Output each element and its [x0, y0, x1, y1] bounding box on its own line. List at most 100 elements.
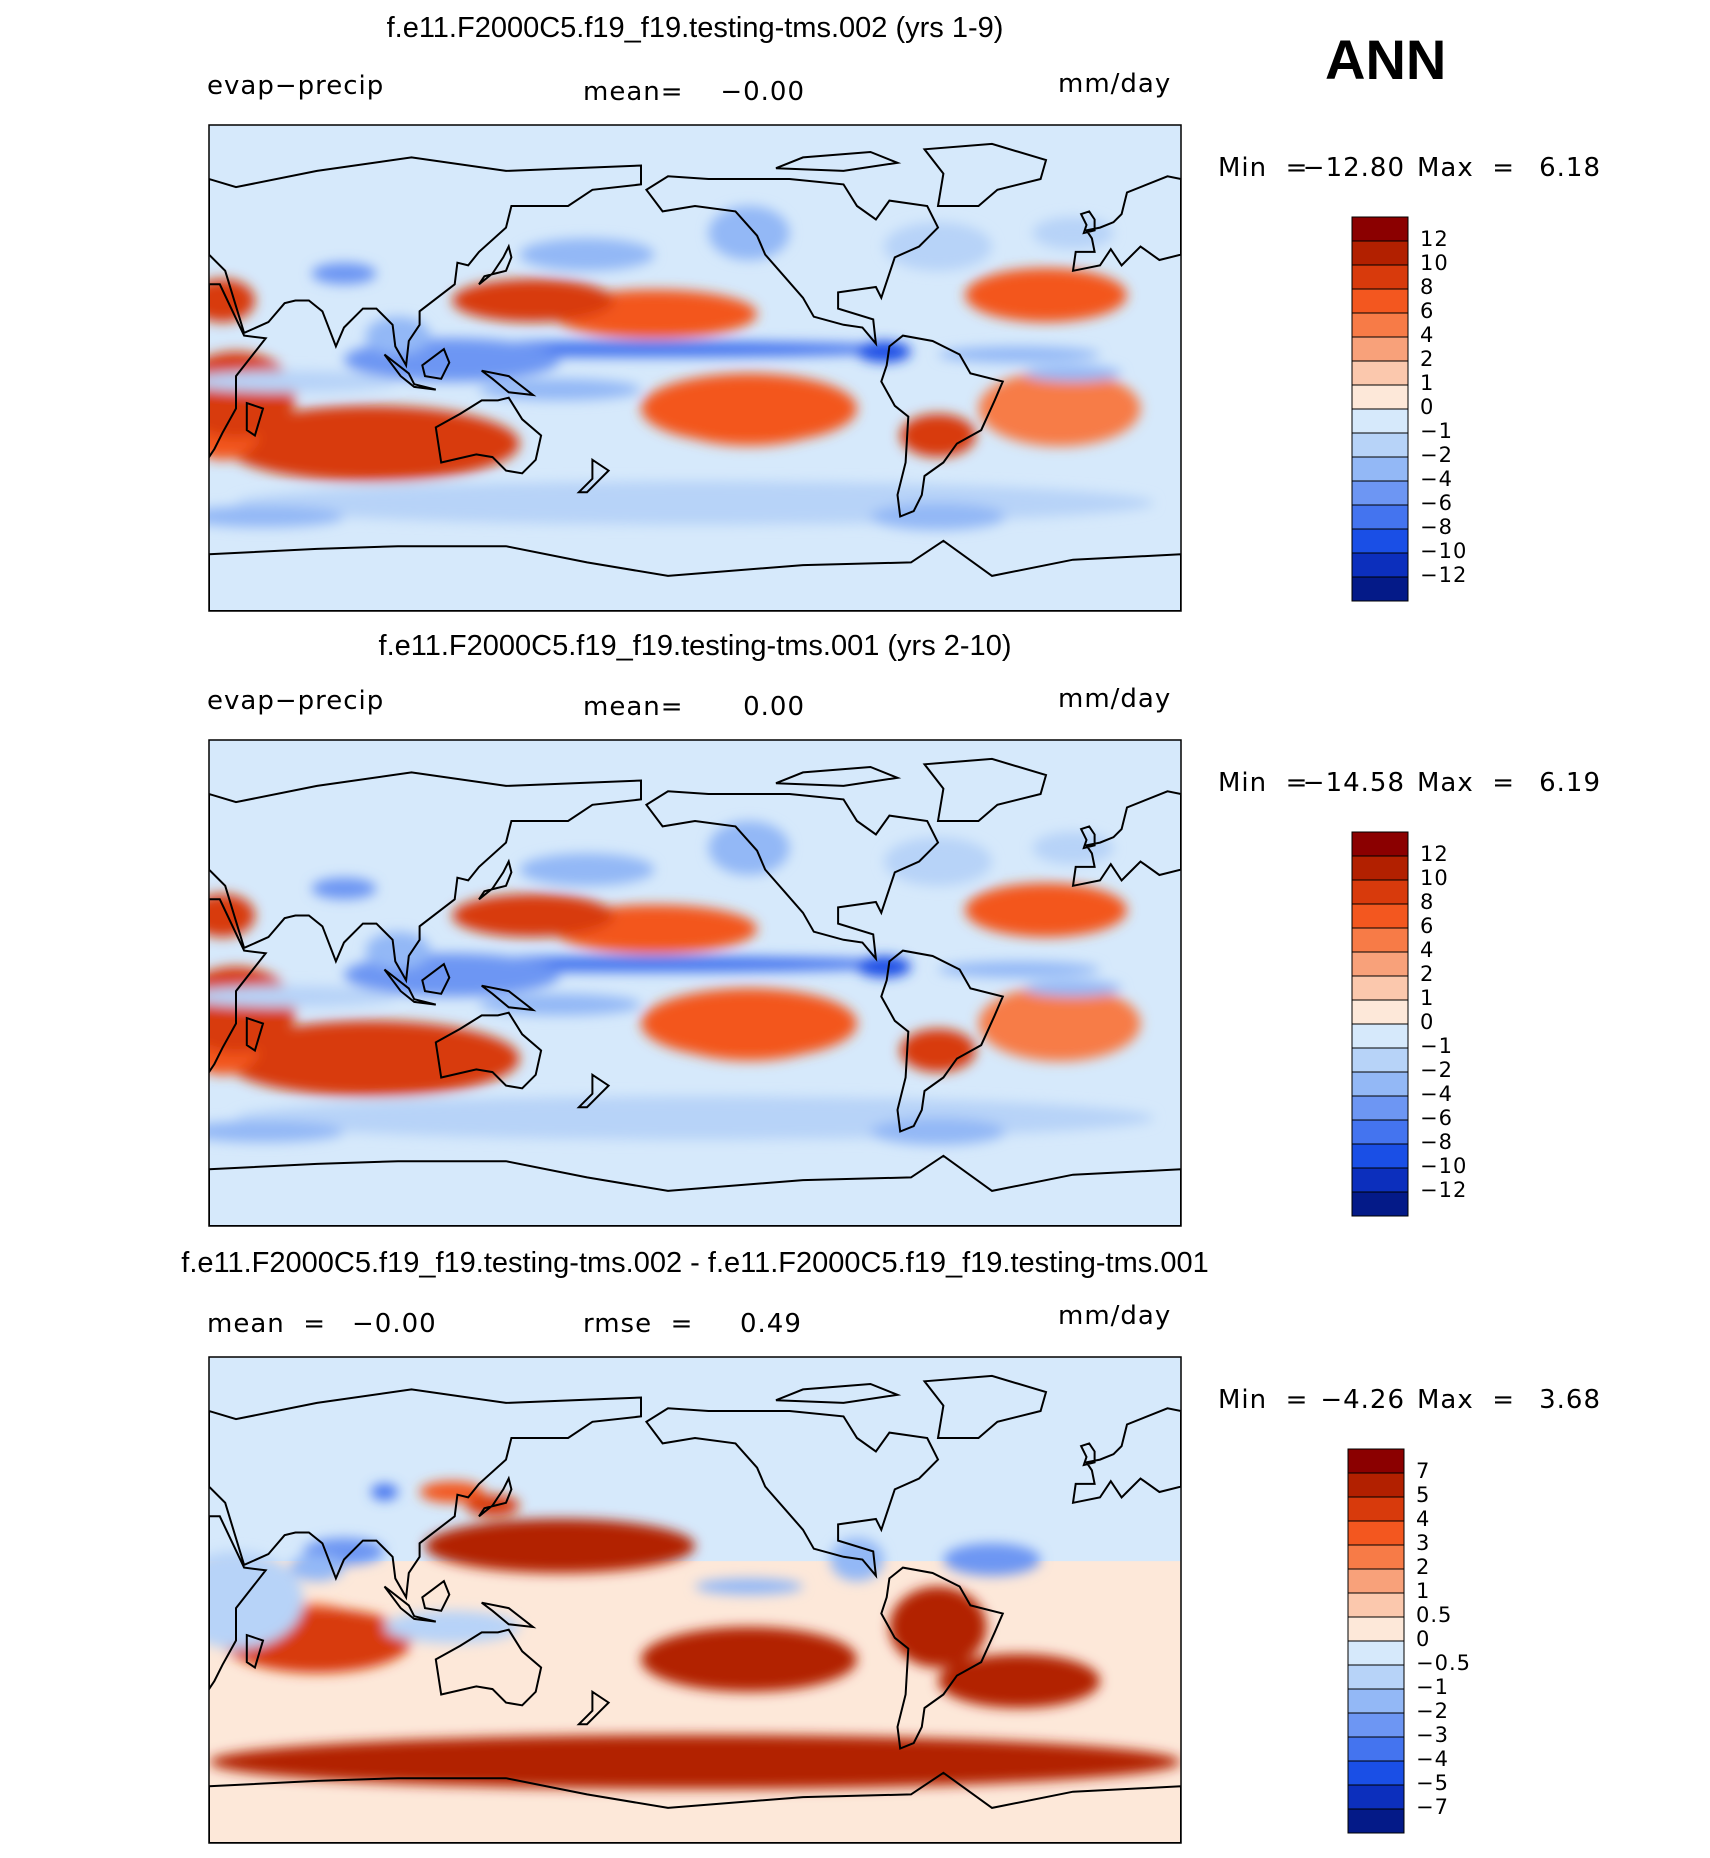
colorbar-swatch	[1351, 831, 1409, 857]
field-blob	[311, 262, 377, 285]
colorbar-tick-label: 2	[1420, 347, 1435, 371]
min-label: Min =	[1218, 1385, 1309, 1415]
colorbar-swatch	[1347, 1688, 1405, 1714]
colorbar-tick-label: 2	[1416, 1555, 1431, 1579]
colorbar-tick-label: −7	[1416, 1795, 1449, 1819]
colorbar-tick-label: 8	[1420, 275, 1435, 299]
field-blob	[209, 1735, 1181, 1789]
max-label: Max =	[1417, 153, 1516, 183]
colorbar-swatch	[1347, 1448, 1405, 1474]
field-blob	[452, 278, 614, 323]
panel-title: f.e11.F2000C5.f19_f19.testing-tms.002 - …	[181, 1247, 1209, 1279]
mean-label: mean=	[583, 692, 684, 722]
field-blob	[371, 1483, 398, 1501]
field-blob	[884, 222, 992, 271]
coastline	[209, 142, 1181, 611]
colorbar-swatch	[1351, 1119, 1409, 1145]
field-blob	[209, 1551, 304, 1649]
colorbar-swatch	[1351, 504, 1409, 530]
colorbar-swatch	[1351, 951, 1409, 977]
field-blob	[938, 1654, 1100, 1708]
colorbar-swatch	[1351, 1071, 1409, 1097]
colorbar-tick-label: −10	[1420, 1154, 1468, 1178]
colorbar-tick-label: 12	[1420, 842, 1449, 866]
min-value: −14.58	[1302, 768, 1405, 798]
field-blob	[311, 877, 377, 900]
colorbar-tick-label: −12	[1420, 1178, 1468, 1202]
colorbar-swatch	[1351, 1023, 1409, 1049]
colorbar-tick-label: −0.5	[1416, 1651, 1471, 1675]
units-label: mm/day	[1058, 1301, 1172, 1331]
coastline	[209, 757, 1181, 1226]
colorbar-swatch	[1351, 1191, 1409, 1217]
field-blob	[870, 503, 1006, 530]
field-blob	[1024, 980, 1122, 997]
season-label: ANN	[1325, 28, 1447, 91]
colorbar-swatch	[1351, 432, 1409, 458]
colorbar-tick-label: 4	[1420, 323, 1435, 347]
colorbar-swatch	[1351, 927, 1409, 953]
field-blob	[209, 1120, 344, 1143]
colorbar-swatch	[1351, 528, 1409, 554]
colorbar-tick-label: 2	[1420, 962, 1435, 986]
colorbar-tick-label: 5	[1416, 1483, 1431, 1507]
colorbar-swatch	[1351, 903, 1409, 929]
colorbar-tick-label: −6	[1420, 1106, 1453, 1130]
colorbar-tick-label: −2	[1420, 443, 1453, 467]
colorbar-swatch	[1347, 1712, 1405, 1738]
colorbar-tick-label: 10	[1420, 866, 1449, 890]
colorbar-tick-label: 0	[1420, 395, 1435, 419]
map-frame	[208, 124, 1182, 612]
colorbar-swatch	[1347, 1544, 1405, 1570]
field-blob	[236, 1096, 1154, 1140]
max-label: Max =	[1417, 1385, 1516, 1415]
colorbar-swatch	[1347, 1808, 1405, 1834]
colorbar-swatch	[1347, 1568, 1405, 1594]
colorbar-swatch	[1347, 1736, 1405, 1762]
colorbar-swatch	[1351, 879, 1409, 905]
field-blob	[870, 1118, 1006, 1145]
map-band	[209, 1357, 1181, 1562]
colorbar-tick-label: 0	[1420, 1010, 1435, 1034]
min-label: Min =	[1218, 153, 1309, 183]
field-blob	[452, 893, 614, 938]
colorbar-tick-label: 3	[1416, 1531, 1431, 1555]
colorbar-tick-label: 6	[1420, 914, 1435, 938]
colorbar-tick-label: −10	[1420, 539, 1468, 563]
colorbar-swatch	[1351, 264, 1409, 290]
colorbar-swatch	[1351, 999, 1409, 1025]
map-panel-3	[208, 1356, 1182, 1844]
field-blob	[900, 413, 976, 458]
colorbar-3	[1347, 1448, 1405, 1834]
mean-value: −0.00	[352, 1309, 437, 1339]
colorbar-tick-label: 7	[1416, 1459, 1431, 1483]
rmse-label: rmse =	[583, 1309, 694, 1339]
panel-title: f.e11.F2000C5.f19_f19.testing-tms.002 (y…	[386, 12, 1004, 44]
colorbar-swatch	[1347, 1496, 1405, 1522]
colorbar-tick-label: 1	[1420, 371, 1435, 395]
coastline	[209, 1374, 1181, 1843]
colorbar-tick-label: −3	[1416, 1723, 1449, 1747]
units-label: mm/day	[1058, 69, 1172, 99]
field-blob	[708, 206, 790, 260]
colorbar-tick-label: −4	[1420, 1082, 1453, 1106]
field-blob	[209, 893, 255, 938]
panel-title: f.e11.F2000C5.f19_f19.testing-tms.001 (y…	[378, 630, 1012, 662]
colorbar-tick-label: 10	[1420, 251, 1449, 275]
map-frame	[208, 1356, 1182, 1844]
colorbar-tick-label: 4	[1416, 1507, 1431, 1531]
colorbar-tick-label: −12	[1420, 563, 1468, 587]
field-blob	[209, 278, 255, 323]
mean-value: 0.00	[743, 692, 805, 722]
field-blob	[857, 956, 911, 978]
colorbar-swatch	[1347, 1640, 1405, 1666]
map-panel-1	[208, 124, 1182, 612]
field-blob	[938, 961, 1100, 978]
field-blob	[884, 837, 992, 886]
colorbar-tick-label: 1	[1420, 986, 1435, 1010]
colorbar-tick-label: −8	[1420, 515, 1453, 539]
colorbar-tick-label: −1	[1420, 1034, 1453, 1058]
colorbar-swatch	[1347, 1664, 1405, 1690]
field-blob	[978, 985, 1141, 1062]
field-blob	[1032, 216, 1114, 250]
